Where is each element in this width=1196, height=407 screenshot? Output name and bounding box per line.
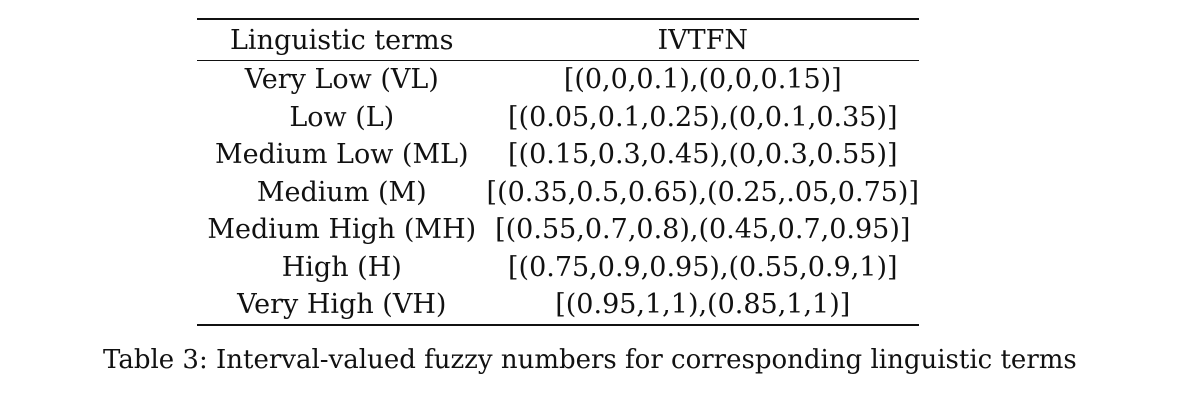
linguistic-term-cell: Very High (VH) bbox=[237, 289, 447, 321]
header-linguistic-terms: Linguistic terms bbox=[230, 24, 454, 56]
linguistic-term-cell: Medium High (MH) bbox=[207, 214, 477, 246]
linguistic-term-cell: High (H) bbox=[281, 251, 402, 283]
table-caption: Table 3: Interval-valued fuzzy numbers f… bbox=[103, 345, 1077, 375]
linguistic-term-cell: Medium (M) bbox=[256, 176, 427, 208]
ivtfn-cell: [(0.15,0.3,0.45),(0,0.3,0.55)] bbox=[508, 139, 898, 171]
table-row: Medium High (MH) [(0.55,0.7,0.8),(0.45,0… bbox=[197, 211, 919, 249]
header-ivtfn: IVTFN bbox=[657, 24, 749, 56]
ivtfn-cell: [(0.75,0.9,0.95),(0.55,0.9,1)] bbox=[508, 251, 898, 283]
fuzzy-numbers-table-container: Linguistic terms IVTFN Very Low (VL) [(0… bbox=[197, 18, 919, 326]
linguistic-term-cell: Very Low (VL) bbox=[244, 64, 439, 96]
table-row: Medium (M) [(0.35,0.5,0.65),(0.25,.05,0.… bbox=[197, 174, 919, 212]
linguistic-term-cell: Medium Low (ML) bbox=[214, 139, 469, 171]
table-row: High (H) [(0.75,0.9,0.95),(0.55,0.9,1)] bbox=[197, 249, 919, 287]
ivtfn-cell: [(0.95,1,1),(0.85,1,1)] bbox=[555, 289, 851, 321]
ivtfn-cell: [(0.55,0.7,0.8),(0.45,0.7,0.95)] bbox=[495, 214, 911, 246]
fuzzy-numbers-table: Linguistic terms IVTFN Very Low (VL) [(0… bbox=[197, 18, 919, 326]
table-row: Low (L) [(0.05,0.1,0.25),(0,0.1,0.35)] bbox=[197, 99, 919, 137]
table-header-row: Linguistic terms IVTFN bbox=[197, 19, 919, 61]
ivtfn-cell: [(0.05,0.1,0.25),(0,0.1,0.35)] bbox=[508, 101, 898, 133]
table-row: Medium Low (ML) [(0.15,0.3,0.45),(0,0.3,… bbox=[197, 136, 919, 174]
ivtfn-cell: [(0.35,0.5,0.65),(0.25,.05,0.75)] bbox=[486, 176, 919, 208]
linguistic-term-cell: Low (L) bbox=[289, 101, 395, 133]
table-row: Very High (VH) [(0.95,1,1),(0.85,1,1)] bbox=[197, 286, 919, 325]
ivtfn-cell: [(0,0,0.1),(0,0,0.15)] bbox=[563, 64, 842, 96]
table-row: Very Low (VL) [(0,0,0.1),(0,0,0.15)] bbox=[197, 60, 919, 99]
